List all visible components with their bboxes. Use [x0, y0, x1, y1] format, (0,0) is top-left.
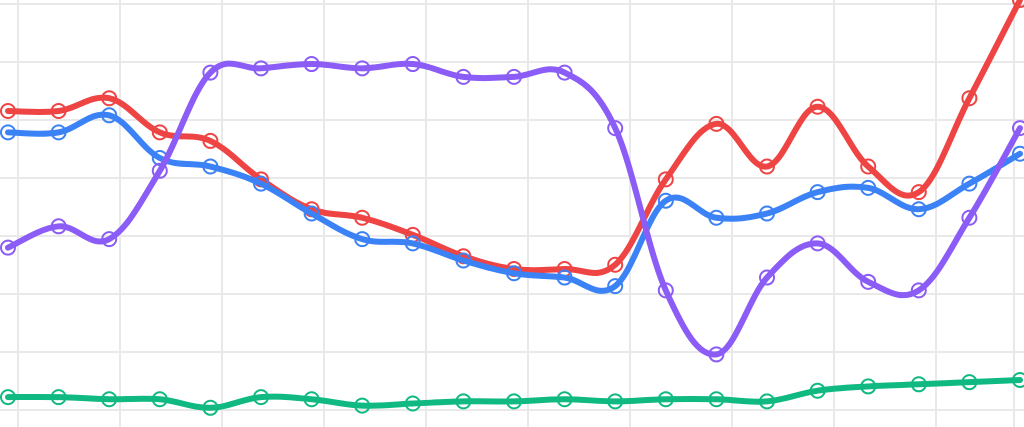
- data-point[interactable]: [354, 60, 371, 77]
- data-point[interactable]: [101, 90, 118, 107]
- data-point[interactable]: [0, 124, 16, 141]
- data-point[interactable]: [0, 239, 16, 256]
- data-point[interactable]: [253, 60, 269, 77]
- data-point[interactable]: [50, 103, 67, 120]
- data-point[interactable]: [455, 393, 472, 410]
- data-point[interactable]: [657, 171, 674, 188]
- series-line: [5, 377, 1023, 411]
- data-point[interactable]: [1012, 145, 1024, 162]
- data-point[interactable]: [910, 201, 927, 218]
- data-point[interactable]: [961, 90, 978, 107]
- data-point[interactable]: [303, 391, 320, 408]
- data-point[interactable]: [860, 273, 877, 290]
- data-point[interactable]: [354, 231, 371, 248]
- data-point[interactable]: [354, 209, 371, 226]
- data-point[interactable]: [556, 64, 573, 81]
- data-point[interactable]: [354, 397, 371, 414]
- data-point[interactable]: [708, 209, 725, 226]
- series-group: [0, 0, 1024, 416]
- data-point[interactable]: [303, 205, 320, 222]
- series-3: [0, 56, 1024, 363]
- data-point[interactable]: [759, 393, 775, 410]
- data-point[interactable]: [101, 231, 118, 248]
- data-point[interactable]: [708, 115, 725, 132]
- data-point[interactable]: [1012, 372, 1024, 389]
- data-point[interactable]: [404, 56, 421, 73]
- data-point[interactable]: [455, 68, 472, 85]
- data-point[interactable]: [809, 98, 826, 115]
- data-point[interactable]: [657, 192, 674, 209]
- data-point[interactable]: [151, 162, 168, 179]
- series-2: [0, 107, 1024, 295]
- data-point[interactable]: [253, 175, 269, 192]
- data-point[interactable]: [202, 64, 219, 81]
- data-point[interactable]: [708, 391, 725, 408]
- series-4: [0, 372, 1024, 416]
- data-point[interactable]: [607, 278, 624, 295]
- data-point[interactable]: [860, 179, 877, 196]
- data-point[interactable]: [961, 374, 978, 391]
- data-point[interactable]: [657, 391, 674, 408]
- data-point[interactable]: [455, 252, 472, 269]
- data-point[interactable]: [910, 376, 927, 393]
- data-point[interactable]: [50, 124, 67, 141]
- data-point[interactable]: [151, 124, 168, 141]
- data-point[interactable]: [759, 158, 775, 175]
- data-point[interactable]: [860, 158, 877, 175]
- data-point[interactable]: [607, 393, 624, 410]
- data-point[interactable]: [759, 269, 775, 286]
- data-point[interactable]: [910, 184, 927, 201]
- data-point[interactable]: [607, 120, 624, 137]
- data-point[interactable]: [506, 68, 522, 85]
- data-point[interactable]: [50, 389, 67, 406]
- data-point[interactable]: [809, 184, 826, 201]
- data-point[interactable]: [1012, 120, 1024, 137]
- data-point[interactable]: [809, 235, 826, 252]
- data-point[interactable]: [556, 391, 573, 408]
- data-point[interactable]: [404, 235, 421, 252]
- data-point[interactable]: [860, 378, 877, 395]
- data-point[interactable]: [202, 158, 219, 175]
- series-line: [5, 0, 1023, 276]
- data-point[interactable]: [910, 282, 927, 299]
- data-point[interactable]: [0, 103, 16, 120]
- data-point[interactable]: [657, 282, 674, 299]
- data-point[interactable]: [961, 209, 978, 226]
- data-point[interactable]: [151, 391, 168, 408]
- data-point[interactable]: [202, 399, 219, 416]
- data-point[interactable]: [253, 389, 269, 406]
- data-point[interactable]: [809, 382, 826, 399]
- data-point[interactable]: [961, 175, 978, 192]
- data-point[interactable]: [303, 56, 320, 73]
- data-point[interactable]: [556, 269, 573, 286]
- data-point[interactable]: [50, 218, 67, 235]
- data-point[interactable]: [607, 256, 624, 273]
- series-line: [5, 60, 1023, 358]
- data-point[interactable]: [101, 107, 118, 124]
- data-point[interactable]: [0, 389, 16, 406]
- data-point[interactable]: [759, 205, 775, 222]
- data-point[interactable]: [506, 265, 522, 282]
- data-point[interactable]: [202, 132, 219, 149]
- data-point[interactable]: [1012, 0, 1024, 8]
- data-point[interactable]: [506, 393, 522, 410]
- data-point[interactable]: [404, 395, 421, 412]
- series-1: [0, 0, 1024, 278]
- data-point[interactable]: [101, 391, 118, 408]
- data-point[interactable]: [708, 346, 725, 363]
- series-line: [5, 111, 1023, 294]
